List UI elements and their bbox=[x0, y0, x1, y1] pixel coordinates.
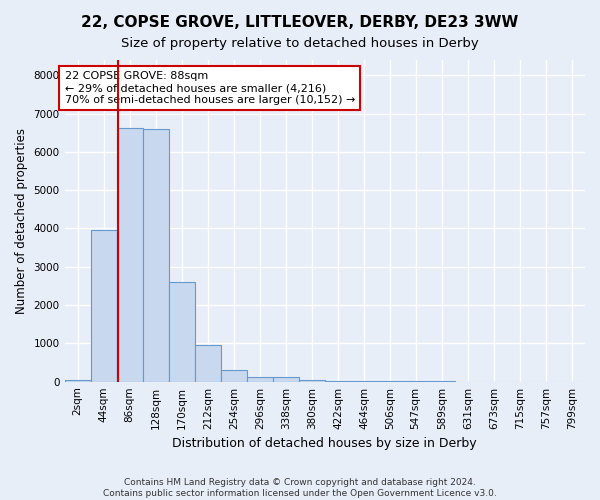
Text: 22 COPSE GROVE: 88sqm
← 29% of detached houses are smaller (4,216)
70% of semi-d: 22 COPSE GROVE: 88sqm ← 29% of detached … bbox=[65, 72, 355, 104]
Text: Size of property relative to detached houses in Derby: Size of property relative to detached ho… bbox=[121, 38, 479, 51]
Bar bbox=[195, 346, 221, 382]
Bar bbox=[143, 129, 169, 382]
Y-axis label: Number of detached properties: Number of detached properties bbox=[15, 128, 28, 314]
Bar bbox=[91, 230, 116, 382]
Bar bbox=[116, 128, 143, 382]
Bar bbox=[273, 376, 299, 382]
Text: Contains HM Land Registry data © Crown copyright and database right 2024.
Contai: Contains HM Land Registry data © Crown c… bbox=[103, 478, 497, 498]
Bar bbox=[247, 376, 273, 382]
Text: 22, COPSE GROVE, LITTLEOVER, DERBY, DE23 3WW: 22, COPSE GROVE, LITTLEOVER, DERBY, DE23… bbox=[82, 15, 518, 30]
Bar bbox=[299, 380, 325, 382]
Bar bbox=[325, 381, 351, 382]
Bar bbox=[169, 282, 195, 382]
X-axis label: Distribution of detached houses by size in Derby: Distribution of detached houses by size … bbox=[172, 437, 477, 450]
Bar bbox=[65, 380, 91, 382]
Bar bbox=[221, 370, 247, 382]
